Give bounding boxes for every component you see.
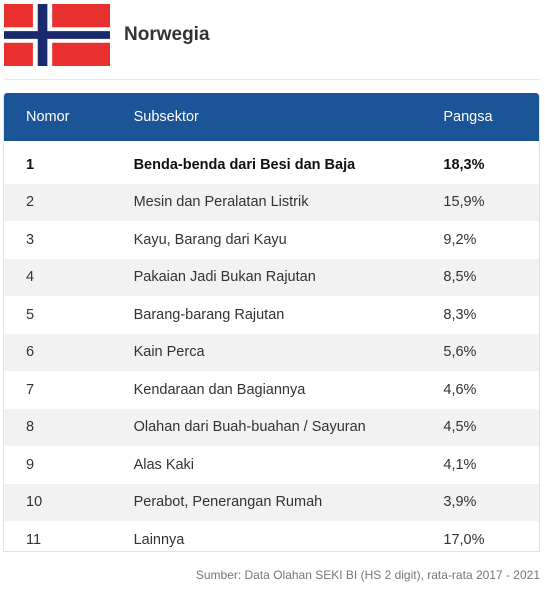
table-row: 2 Mesin dan Peralatan Listrik 15,9%: [4, 183, 539, 221]
row-number: 9: [26, 456, 35, 473]
table-header-row: Nomor Subsektor Pangsa: [4, 93, 539, 141]
row-number: 5: [26, 306, 35, 323]
page-header: Norwegia: [0, 0, 545, 80]
row-subsektor: Kayu, Barang dari Kayu: [133, 231, 287, 248]
row-number: 1: [26, 156, 35, 173]
row-number: 7: [26, 381, 35, 398]
row-number: 2: [26, 194, 35, 211]
country-title: Norwegia: [124, 24, 210, 45]
row-subsektor: Benda-benda dari Besi dan Baja: [133, 156, 356, 173]
row-pangsa: 15,9%: [443, 194, 485, 211]
row-pangsa: 8,3%: [443, 306, 477, 323]
row-subsektor: Alas Kaki: [133, 456, 195, 473]
column-header-pangsa: Pangsa: [443, 109, 493, 125]
source-text: : Data Olahan SEKI BI (HS 2 digit), rata…: [237, 568, 540, 582]
table-row: 4 Pakaian Jadi Bukan Rajutan 8,5%: [4, 258, 539, 296]
row-subsektor: Mesin dan Peralatan Listrik: [133, 194, 309, 211]
column-header-nomor: Nomor: [26, 109, 70, 125]
source-note: Sumber: Data Olahan SEKI BI (HS 2 digit)…: [196, 568, 540, 582]
row-pangsa: 9,2%: [443, 231, 477, 248]
table-row: 5 Barang-barang Rajutan 8,3%: [4, 296, 539, 334]
row-subsektor: Lainnya: [133, 531, 185, 548]
table-row: 7 Kendaraan dan Bagiannya 4,6%: [4, 371, 539, 409]
table-row: 11 Lainnya 17,0%: [4, 521, 539, 551]
row-subsektor: Olahan dari Buah-buahan / Sayuran: [133, 419, 366, 436]
row-subsektor: Kendaraan dan Bagiannya: [133, 381, 306, 398]
share-table: Nomor Subsektor Pangsa 1 Benda-benda dari…: [3, 93, 540, 552]
header-divider: [4, 79, 540, 80]
row-subsektor: Kain Perca: [133, 344, 205, 361]
source-label: Sumber: [195, 568, 238, 582]
row-subsektor: Pakaian Jadi Bukan Rajutan: [133, 269, 316, 286]
column-header-subsektor: Subsektor: [133, 109, 199, 125]
table-row: 6 Kain Perca 5,6%: [4, 333, 539, 371]
row-number: 10: [26, 494, 43, 511]
row-number: 11: [26, 531, 42, 548]
row-pangsa: 18,3%: [443, 156, 485, 173]
table-row: 3 Kayu, Barang dari Kayu 9,2%: [4, 221, 539, 259]
row-pangsa: 8,5%: [443, 269, 477, 286]
row-number: 4: [26, 269, 35, 286]
table-row: 9 Alas Kaki 4,1%: [4, 446, 539, 484]
row-number: 3: [26, 231, 35, 248]
table-row: 8 Olahan dari Buah-buahan / Sayuran 4,5%: [4, 408, 539, 446]
row-pangsa: 4,5%: [443, 419, 477, 436]
row-subsektor: Perabot, Penerangan Rumah: [133, 494, 323, 511]
row-pangsa: 4,6%: [443, 381, 477, 398]
row-pangsa: 5,6%: [443, 344, 477, 361]
table-row: 1 Benda-benda dari Besi dan Baja 18,3%: [4, 146, 539, 184]
row-number: 6: [26, 344, 35, 361]
row-pangsa: 3,9%: [443, 494, 477, 511]
row-pangsa: 17,0%: [443, 531, 485, 548]
table-row: 10 Perabot, Penerangan Rumah 3,9%: [4, 483, 539, 521]
norway-flag-icon: [4, 4, 110, 66]
table-body: 1 Benda-benda dari Besi dan Baja 18,3% 2 Mes…: [4, 146, 539, 551]
row-subsektor: Barang-barang Rajutan: [133, 306, 285, 323]
row-number: 8: [26, 419, 35, 436]
row-pangsa: 4,1%: [443, 456, 477, 473]
